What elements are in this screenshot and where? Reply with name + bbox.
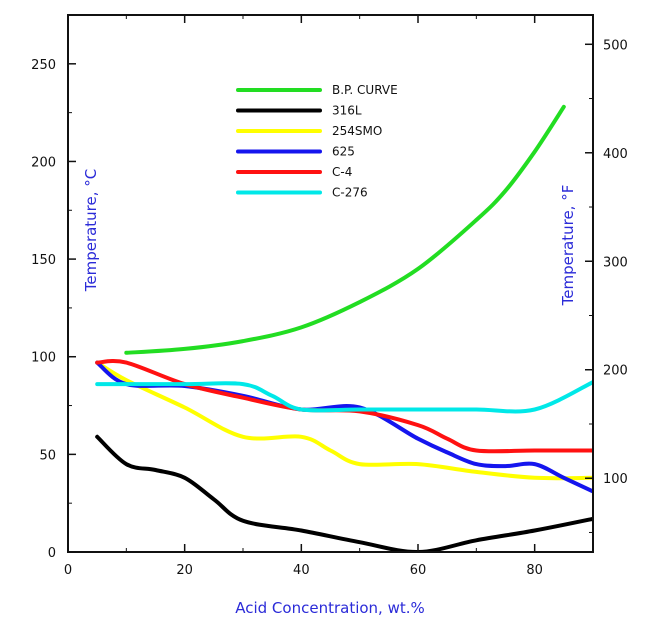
y-axis-ticks-left: 0 50 100 150 200 250	[31, 58, 76, 561]
series-layer	[95, 104, 593, 552]
x-tick-label: 0	[64, 563, 72, 578]
x-tick-label: 60	[410, 563, 427, 578]
legend-label: 316L	[332, 104, 362, 118]
series-line-c-276	[95, 380, 593, 414]
y2-tick-label: 200	[603, 364, 628, 379]
y-axis-ticks-right: 100 200 300 400 500	[585, 38, 628, 533]
legend: B.P. CURVE 316L 254SMO 625 C-4 C-276	[236, 83, 398, 200]
y2-tick-label: 100	[603, 472, 628, 487]
legend-label: 254SMO	[332, 124, 382, 138]
series-line-316l	[95, 434, 593, 552]
y-tick-label: 250	[31, 58, 56, 73]
y2-tick-label: 500	[603, 38, 628, 53]
legend-label: C-4	[332, 165, 352, 179]
y2-tick-label: 400	[603, 147, 628, 162]
y-axis-label: Temperature, °C	[82, 169, 100, 293]
y-tick-label: 150	[31, 253, 56, 268]
y-tick-label: 0	[48, 546, 56, 561]
y-tick-label: 50	[39, 448, 56, 463]
x-axis-ticks: 0 20 40 60 80	[64, 15, 543, 578]
legend-label: B.P. CURVE	[332, 83, 398, 97]
plot-frame	[67, 14, 594, 553]
y-axis-label-right: Temperature, °F	[559, 185, 577, 307]
x-tick-label: 20	[176, 563, 193, 578]
y-tick-label: 200	[31, 155, 56, 170]
y-tick-label: 100	[31, 351, 56, 366]
legend-label: 625	[332, 145, 355, 159]
x-axis-label: Acid Concentration, wt.%	[235, 599, 425, 617]
series-line-254smo	[95, 360, 593, 481]
series-line-b-p-curve	[124, 104, 566, 355]
x-tick-label: 40	[293, 563, 310, 578]
y2-tick-label: 300	[603, 255, 628, 270]
x-tick-label: 80	[526, 563, 543, 578]
legend-label: C-276	[332, 186, 368, 200]
